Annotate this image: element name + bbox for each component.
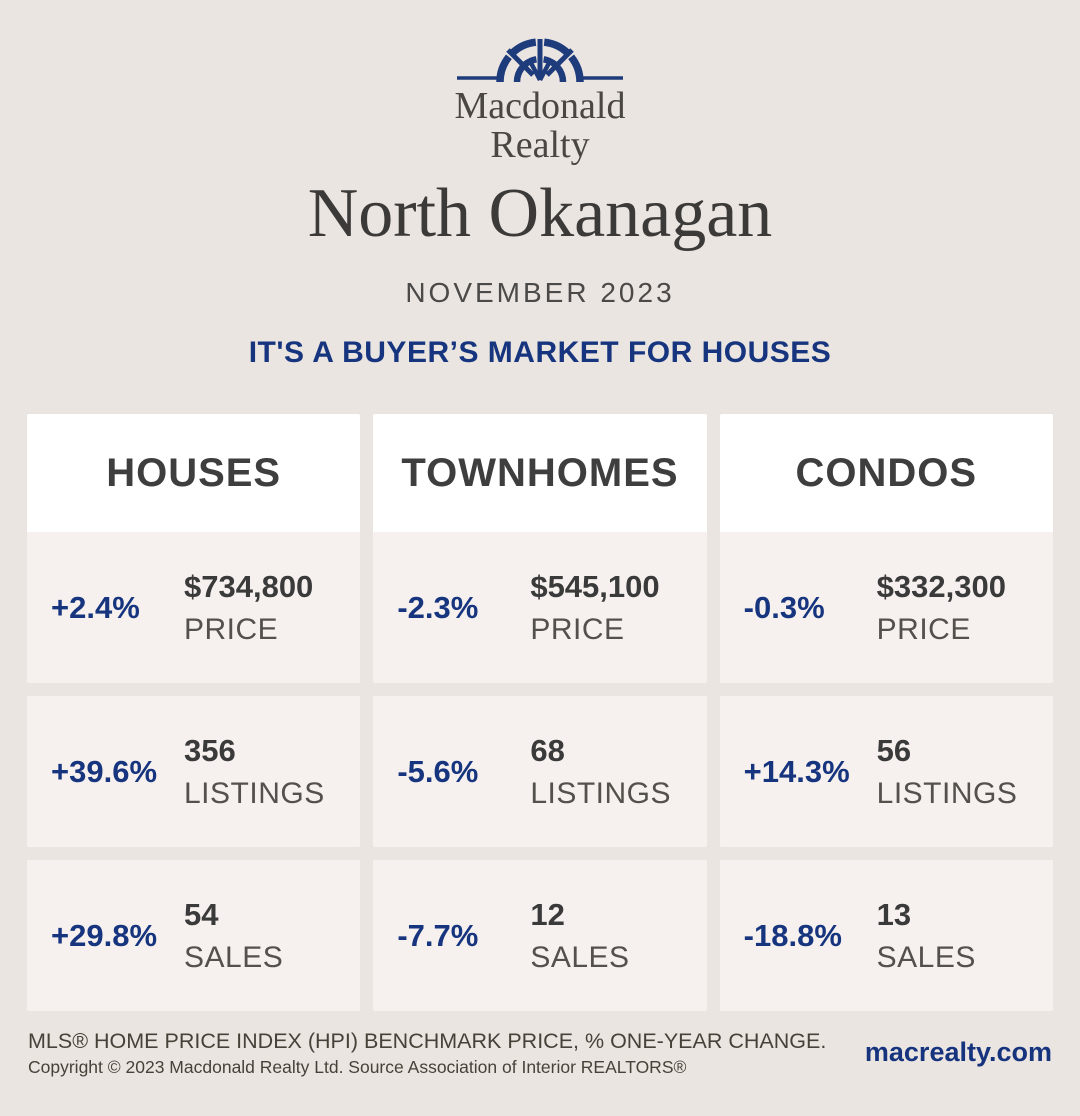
metric-label: PRICE: [876, 612, 971, 646]
metric-label: LISTINGS: [184, 776, 325, 810]
metric-label: LISTINGS: [876, 776, 1018, 810]
metric-label: PRICE: [530, 612, 625, 646]
value-block: 13 SALES: [876, 896, 976, 974]
metric-value: $545,100: [530, 568, 660, 604]
report-period: NOVEMBER 2023: [405, 277, 675, 308]
column-header-townhomes: TOWNHOMES: [373, 414, 707, 532]
change-percent: +29.8%: [51, 917, 158, 953]
column-houses: HOUSES +2.4% $734,800 PRICE +39.6% 356 L…: [27, 414, 361, 1011]
column-header-houses: HOUSES: [27, 414, 361, 532]
value-block: $332,300 PRICE: [876, 568, 1006, 646]
brand-name-line2: Realty: [490, 124, 590, 166]
condos-sales-card: -18.8% 13 SALES: [719, 860, 1053, 1011]
houses-price-card: +2.4% $734,800 PRICE: [27, 532, 361, 683]
metric-value: 12: [530, 896, 565, 932]
footer-note: MLS® HOME PRICE INDEX (HPI) BENCHMARK PR…: [28, 1029, 827, 1053]
metric-label: SALES: [184, 940, 284, 974]
change-percent: -7.7%: [397, 917, 479, 953]
column-townhomes: TOWNHOMES -2.3% $545,100 PRICE -5.6% 68 …: [373, 414, 707, 1011]
brand-name-line1: Macdonald: [454, 85, 626, 127]
metric-value: 68: [530, 732, 565, 768]
houses-header-price-block: HOUSES +2.4% $734,800 PRICE: [27, 414, 361, 683]
townhomes-sales-card: -7.7% 12 SALES: [373, 860, 707, 1011]
value-block: 356 LISTINGS: [184, 732, 325, 810]
macdonald-realty-fanlight-logo-icon: [457, 38, 623, 83]
metric-value: 56: [876, 732, 912, 768]
condos-header-price-block: CONDOS -0.3% $332,300 PRICE: [719, 414, 1053, 683]
change-percent: +2.4%: [51, 589, 140, 625]
value-block: 56 LISTINGS: [876, 732, 1018, 810]
market-headline: IT'S A BUYER’S MARKET FOR HOUSES: [248, 336, 832, 369]
column-condos: CONDOS -0.3% $332,300 PRICE +14.3% 56 LI…: [719, 414, 1053, 1011]
masthead: Macdonald Realty North Okanagan NOVEMBER…: [0, 36, 1080, 370]
website-link[interactable]: macrealty.com: [864, 1037, 1052, 1067]
footer-text-block: MLS® HOME PRICE INDEX (HPI) BENCHMARK PR…: [28, 1029, 826, 1078]
change-percent: -0.3%: [743, 589, 825, 625]
metric-label: PRICE: [184, 612, 279, 646]
metric-value: 54: [184, 896, 219, 932]
metric-value: $734,800: [184, 568, 314, 604]
value-block: 12 SALES: [530, 896, 630, 974]
change-percent: -5.6%: [397, 753, 479, 789]
stats-grid: HOUSES +2.4% $734,800 PRICE +39.6% 356 L…: [27, 414, 1053, 1011]
townhomes-price-card: -2.3% $545,100 PRICE: [373, 532, 707, 683]
value-block: 68 LISTINGS: [530, 732, 672, 810]
value-block: 54 SALES: [184, 896, 284, 974]
footer: MLS® HOME PRICE INDEX (HPI) BENCHMARK PR…: [28, 1029, 1052, 1078]
houses-listings-card: +39.6% 356 LISTINGS: [27, 696, 361, 847]
value-block: $734,800 PRICE: [184, 568, 314, 646]
townhomes-header-price-block: TOWNHOMES -2.3% $545,100 PRICE: [373, 414, 707, 683]
metric-label: SALES: [876, 940, 976, 974]
condos-price-card: -0.3% $332,300 PRICE: [719, 532, 1053, 683]
column-header-condos: CONDOS: [719, 414, 1053, 532]
change-percent: +14.3%: [743, 753, 850, 789]
value-block: $545,100 PRICE: [530, 568, 660, 646]
condos-listings-card: +14.3% 56 LISTINGS: [719, 696, 1053, 847]
footer-copyright: Copyright © 2023 Macdonald Realty Ltd. S…: [28, 1057, 687, 1077]
townhomes-listings-card: -5.6% 68 LISTINGS: [373, 696, 707, 847]
metric-value: $332,300: [876, 568, 1006, 604]
houses-sales-card: +29.8% 54 SALES: [27, 860, 361, 1011]
change-percent: +39.6%: [51, 753, 158, 789]
metric-label: LISTINGS: [530, 776, 672, 810]
metric-label: SALES: [530, 940, 630, 974]
metric-value: 13: [876, 896, 912, 932]
metric-value: 356: [184, 732, 236, 768]
page-title: North Okanagan: [307, 175, 773, 252]
change-percent: -2.3%: [397, 589, 479, 625]
change-percent: -18.8%: [743, 917, 842, 953]
